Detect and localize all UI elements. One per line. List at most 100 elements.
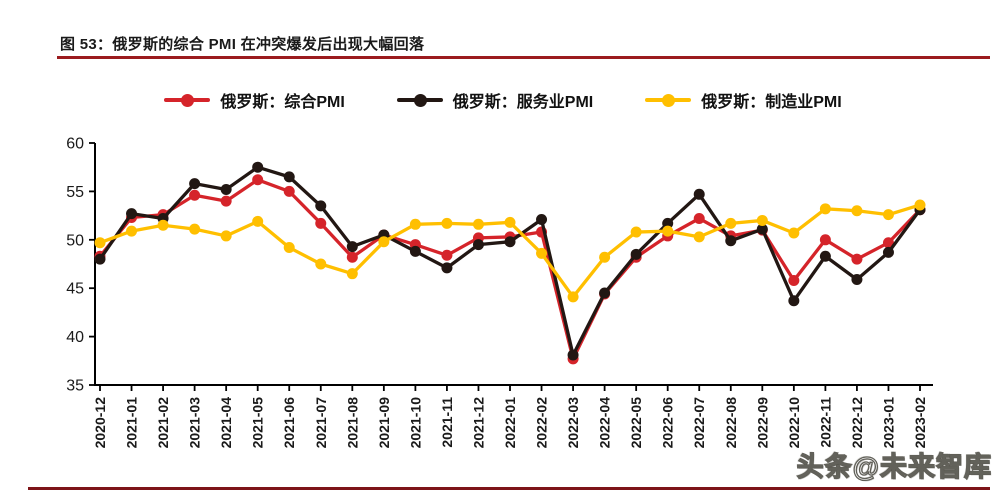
data-point-series-2 <box>756 214 768 226</box>
data-point-series-2 <box>126 225 138 237</box>
data-point-series-1 <box>220 183 232 195</box>
data-point-series-0 <box>819 234 831 246</box>
x-tick-label: 2021-07 <box>313 397 329 449</box>
data-point-series-1 <box>536 213 548 225</box>
x-tick-label: 2022-02 <box>534 397 550 449</box>
x-tick-label: 2022-09 <box>754 397 770 449</box>
bottom-rule <box>28 487 990 490</box>
data-point-series-2 <box>157 219 169 231</box>
x-tick-label: 2021-05 <box>250 397 266 449</box>
data-point-series-2 <box>788 227 800 239</box>
data-point-series-1 <box>409 245 421 257</box>
y-tick-label: 40 <box>66 329 84 346</box>
chart-legend: 俄罗斯：综合PMI 俄罗斯：服务业PMI 俄罗斯：制造业PMI <box>0 88 1006 112</box>
data-point-series-0 <box>220 195 232 207</box>
data-point-series-1 <box>315 200 327 212</box>
series-line-0 <box>98 178 922 361</box>
data-point-series-2 <box>725 217 737 229</box>
data-point-series-0 <box>346 251 358 263</box>
x-tick-label: 2021-02 <box>155 397 171 449</box>
x-tick-label: 2022-05 <box>628 397 644 449</box>
x-tick-label: 2022-07 <box>691 397 707 449</box>
legend-label: 俄罗斯：服务业PMI <box>452 94 594 111</box>
data-point-series-2 <box>882 209 894 221</box>
data-point-series-2 <box>220 230 232 242</box>
data-point-series-1 <box>819 250 831 262</box>
data-point-series-0 <box>788 274 800 286</box>
x-tick-label: 2021-10 <box>407 397 423 449</box>
x-tick-label: 2021-01 <box>124 397 140 449</box>
legend-line-dot-icon <box>164 93 211 107</box>
data-point-series-2 <box>567 291 579 303</box>
data-point-series-1 <box>252 161 264 173</box>
data-point-series-1 <box>882 246 894 258</box>
data-point-series-2 <box>346 268 358 280</box>
x-tick-label: 2022-01 <box>502 397 518 449</box>
data-point-series-2 <box>409 218 421 230</box>
x-tick-label: 2021-12 <box>470 397 486 449</box>
data-point-series-0 <box>851 253 863 265</box>
data-point-series-1 <box>346 241 358 253</box>
pmi-line-chart: 35 40 45 50 55 60 2020-12 2021-01 2021-02 2021-03… <box>66 136 933 449</box>
x-tick-label: 2021-09 <box>376 397 392 449</box>
data-point-series-1 <box>725 235 737 247</box>
data-point-series-2 <box>315 258 327 270</box>
y-tick-label: 60 <box>66 136 84 153</box>
data-point-series-2 <box>536 247 548 259</box>
legend-line-dot-icon <box>396 93 443 107</box>
x-tick-label: 2020-12 <box>92 397 108 449</box>
x-tick-label: 2022-11 <box>817 397 833 448</box>
data-point-series-1 <box>567 349 579 361</box>
data-point-series-2 <box>252 215 264 227</box>
data-point-series-1 <box>693 188 705 200</box>
data-point-series-2 <box>630 226 642 238</box>
title-underline <box>57 56 990 59</box>
data-point-series-1 <box>851 273 863 285</box>
data-point-series-0 <box>693 213 705 225</box>
x-tick-label: 2021-03 <box>187 397 203 449</box>
legend-dot-icon <box>662 93 676 107</box>
data-point-series-1 <box>756 223 768 235</box>
data-point-series-2 <box>94 237 106 249</box>
data-point-series-0 <box>441 249 453 261</box>
legend-line-dot-icon <box>645 93 692 107</box>
data-point-series-2 <box>504 216 516 228</box>
x-tick-label: 2021-06 <box>281 397 297 449</box>
legend-dot-icon <box>181 93 195 107</box>
data-point-series-1 <box>441 262 453 274</box>
data-point-series-1 <box>662 217 674 229</box>
data-point-series-0 <box>252 174 264 186</box>
data-point-series-0 <box>189 189 201 201</box>
y-tick-label: 35 <box>66 378 84 395</box>
x-tick-label: 2023-01 <box>880 397 896 449</box>
data-point-series-1 <box>472 239 484 251</box>
legend-item-services-pmi: 俄罗斯：服务业PMI <box>396 88 594 112</box>
data-point-series-1 <box>630 248 642 260</box>
chart-area: 35 40 45 50 55 60 2020-12 2021-01 2021-02 2021-03… <box>0 120 1006 480</box>
data-point-series-2 <box>378 236 390 248</box>
data-point-series-2 <box>851 205 863 217</box>
x-tick-label: 2023-02 <box>912 397 928 449</box>
data-point-series-1 <box>189 178 201 190</box>
series-line-1 <box>98 165 922 357</box>
data-point-series-1 <box>126 208 138 220</box>
data-point-series-2 <box>662 225 674 237</box>
x-tick-label: 2022-06 <box>660 397 676 449</box>
y-tick-label: 50 <box>66 232 84 249</box>
x-tick-label: 2022-03 <box>565 397 581 449</box>
data-point-series-1 <box>599 287 611 299</box>
data-point-series-0 <box>283 185 295 197</box>
x-tick-label: 2021-11 <box>439 397 455 448</box>
x-tick-label: 2021-04 <box>218 397 234 449</box>
y-tick-label: 55 <box>66 184 84 201</box>
data-point-series-2 <box>599 251 611 263</box>
data-point-series-2 <box>819 203 831 215</box>
x-tick-label: 2022-04 <box>597 397 613 449</box>
x-tick-label: 2021-08 <box>344 397 360 449</box>
legend-label: 俄罗斯：制造业PMI <box>701 94 842 111</box>
data-point-series-0 <box>315 217 327 229</box>
legend-dot-icon <box>413 93 427 107</box>
data-point-series-2 <box>441 217 453 229</box>
data-point-series-1 <box>504 236 516 248</box>
